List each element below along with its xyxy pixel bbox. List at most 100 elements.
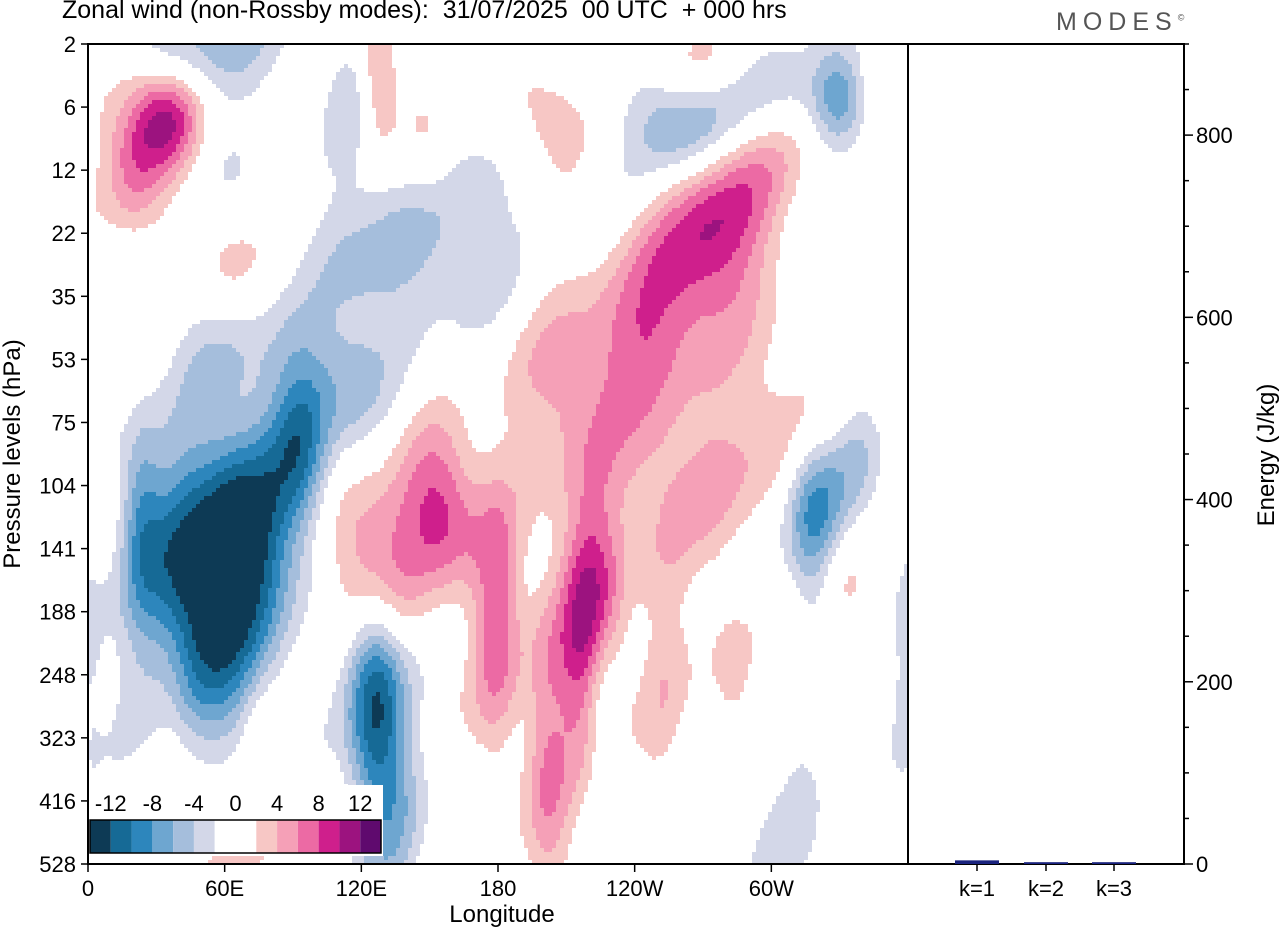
heatmap-cell: [128, 492, 132, 496]
heatmap-cell: [408, 280, 516, 284]
heatmap-cell: [208, 860, 260, 864]
heatmap-cell: [128, 464, 140, 468]
heatmap-cell: [532, 116, 580, 120]
heatmap-cell: [820, 60, 848, 64]
heatmap-cell: [172, 364, 188, 368]
heatmap-cell: [356, 700, 364, 704]
heatmap-cell: [164, 188, 180, 192]
heatmap-cell: [832, 528, 840, 532]
heatmap-cell: [88, 580, 96, 584]
heatmap-cell: [144, 632, 172, 636]
heatmap-cell: [188, 612, 256, 616]
heatmap-cell: [796, 468, 808, 472]
heatmap-cell: [460, 160, 492, 164]
heatmap-cell: [576, 784, 588, 788]
heatmap-cell: [812, 92, 824, 96]
heatmap-cell: [340, 504, 372, 508]
heatmap-cell: [564, 544, 572, 548]
heatmap-cell: [800, 564, 820, 568]
heatmap-cell: [516, 616, 540, 620]
heatmap-cell: [316, 472, 324, 476]
heatmap-cell: [196, 120, 204, 124]
heatmap-cell: [384, 708, 392, 712]
heatmap-cell: [396, 796, 408, 800]
heatmap-cell: [532, 352, 608, 356]
heatmap-cell: [636, 696, 660, 700]
heatmap-cell: [204, 496, 276, 500]
heatmap-cell: [180, 140, 188, 144]
heatmap-cell: [200, 320, 284, 324]
heatmap-cell: [768, 200, 780, 204]
heatmap-cell: [168, 368, 188, 372]
heatmap-cell: [416, 596, 472, 600]
heatmap-cell: [896, 764, 908, 768]
heatmap-cell: [300, 500, 308, 504]
heatmap-cell: [748, 68, 816, 72]
heatmap-cell: [744, 352, 768, 356]
heatmap-cell: [644, 276, 704, 280]
heatmap-cell: [228, 96, 244, 100]
heatmap-cell: [548, 652, 564, 656]
heatmap-cell: [416, 820, 428, 824]
heatmap-cell: [368, 44, 392, 48]
heatmap-cell: [168, 660, 180, 664]
heatmap-cell: [112, 160, 120, 164]
heatmap-cell: [508, 360, 528, 364]
heatmap-cell: [572, 552, 580, 556]
heatmap-cell: [724, 264, 748, 268]
heatmap-cell: [128, 580, 132, 584]
heatmap-cell: [732, 620, 740, 624]
heatmap-cell: [784, 176, 800, 180]
heatmap-cell: [676, 420, 800, 424]
heatmap-cell: [120, 660, 136, 664]
heatmap-cell: [764, 260, 776, 264]
brand-mark: ©: [1177, 12, 1185, 23]
heatmap-cell: [736, 148, 756, 152]
heatmap-cell: [344, 588, 392, 592]
heatmap-cell: [384, 464, 400, 468]
heatmap-cell: [312, 516, 320, 520]
heatmap-cell: [308, 484, 312, 488]
heatmap-cell: [548, 600, 560, 604]
heatmap-cell: [576, 556, 604, 560]
heatmap-cell: [680, 556, 716, 560]
heatmap-cell: [200, 348, 236, 352]
heatmap-cell: [176, 400, 272, 404]
heatmap-cell: [780, 196, 792, 200]
heatmap-cell: [476, 660, 484, 664]
heatmap-cell: [660, 552, 684, 556]
heatmap-cell: [844, 588, 856, 592]
heatmap-cell: [520, 816, 532, 820]
heatmap-cell: [224, 272, 244, 276]
heatmap-cell: [524, 728, 536, 732]
heatmap-cell: [140, 168, 148, 172]
heatmap-cell: [380, 852, 396, 856]
heatmap-cell: [508, 704, 536, 708]
heatmap-cell: [396, 592, 424, 596]
energy-y-tick-label: 800: [1196, 123, 1233, 148]
heatmap-cell: [624, 528, 656, 532]
heatmap-cell: [564, 612, 572, 616]
heatmap-cell: [484, 608, 508, 612]
heatmap-cell: [128, 536, 132, 540]
heatmap-cell: [476, 612, 484, 616]
heatmap-cell: [332, 196, 508, 200]
heatmap-cell: [332, 168, 356, 172]
heatmap-cell: [648, 652, 688, 656]
heatmap-cell: [532, 376, 608, 380]
heatmap-cell: [332, 700, 344, 704]
heatmap-cell: [128, 116, 140, 120]
heatmap-cell: [316, 476, 324, 480]
heatmap-cell: [652, 200, 668, 204]
heatmap-cell: [300, 528, 308, 532]
heatmap-cell: [344, 772, 352, 776]
heatmap-cell: [612, 276, 628, 280]
heatmap-cell: [516, 576, 524, 580]
heatmap-cell: [268, 552, 276, 556]
wind-heatmap: [88, 44, 908, 864]
heatmap-cell: [784, 520, 792, 524]
heatmap-cell: [132, 536, 140, 540]
heatmap-cell: [396, 848, 408, 852]
heatmap-cell: [136, 436, 224, 440]
heatmap-cell: [260, 624, 268, 628]
